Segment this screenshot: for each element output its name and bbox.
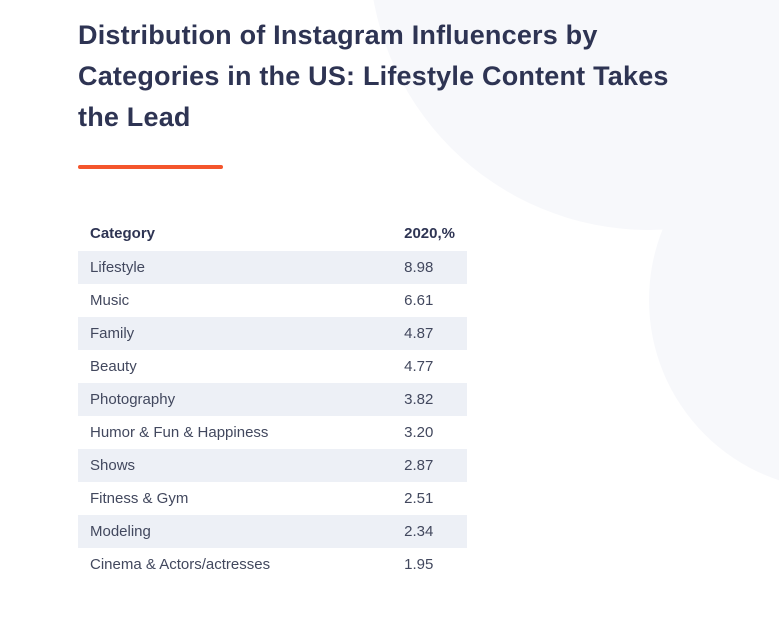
table-body: Lifestyle 8.98 Music 6.61 Family 4.87 Beauty 4.… (78, 251, 467, 581)
category-cell: Lifestyle (90, 259, 146, 276)
category-cell: Modeling (90, 523, 151, 540)
value-cell: 6.61 (404, 292, 434, 309)
title-underline (78, 165, 223, 169)
table-row: Music 6.61 (78, 284, 467, 317)
value-cell: 2.87 (404, 457, 434, 474)
category-cell: Photography (90, 391, 176, 408)
content-area: Distribution of Instagram Influencers by… (78, 20, 669, 581)
table-row: Fitness & Gym 2.51 (78, 482, 467, 515)
value-cell: 3.82 (404, 391, 434, 408)
value-cell: 2.51 (404, 490, 434, 507)
value-cell: 1.95 (404, 556, 434, 573)
influencer-categories-table: Category 2020,% Lifestyle 8.98 Music 6.61 Fa… (78, 215, 467, 581)
table-row: Cinema & Actors/actresses 1.95 (78, 548, 467, 581)
table-row: Modeling 2.34 (78, 515, 467, 548)
table-header-row: Category 2020,% (78, 215, 467, 251)
table-row: Shows 2.87 (78, 449, 467, 482)
table-row: Family 4.87 (78, 317, 467, 350)
table-row: Photography 3.82 (78, 383, 467, 416)
category-cell: Fitness & Gym (90, 490, 189, 507)
table-row: Humor & Fun & Happiness 3.20 (78, 416, 467, 449)
value-cell: 8.98 (404, 259, 434, 276)
value-cell: 4.77 (404, 358, 434, 375)
category-cell: Beauty (90, 358, 137, 375)
category-cell: Family (90, 325, 135, 342)
value-cell: 4.87 (404, 325, 434, 342)
table-header: Category 2020,% (78, 215, 467, 251)
column-header-category: Category (90, 225, 156, 242)
table-row: Lifestyle 8.98 (78, 251, 467, 284)
page-title: Distribution of Instagram Influencers by… (78, 20, 669, 132)
category-cell: Music (90, 292, 130, 309)
value-cell: 2.34 (404, 523, 434, 540)
category-cell: Shows (90, 457, 136, 474)
category-cell: Humor & Fun & Happiness (90, 424, 269, 441)
value-cell: 3.20 (404, 424, 434, 441)
column-header-2020-percent: 2020,% (404, 225, 455, 242)
category-cell: Cinema & Actors/actresses (90, 556, 271, 573)
table-row: Beauty 4.77 (78, 350, 467, 383)
